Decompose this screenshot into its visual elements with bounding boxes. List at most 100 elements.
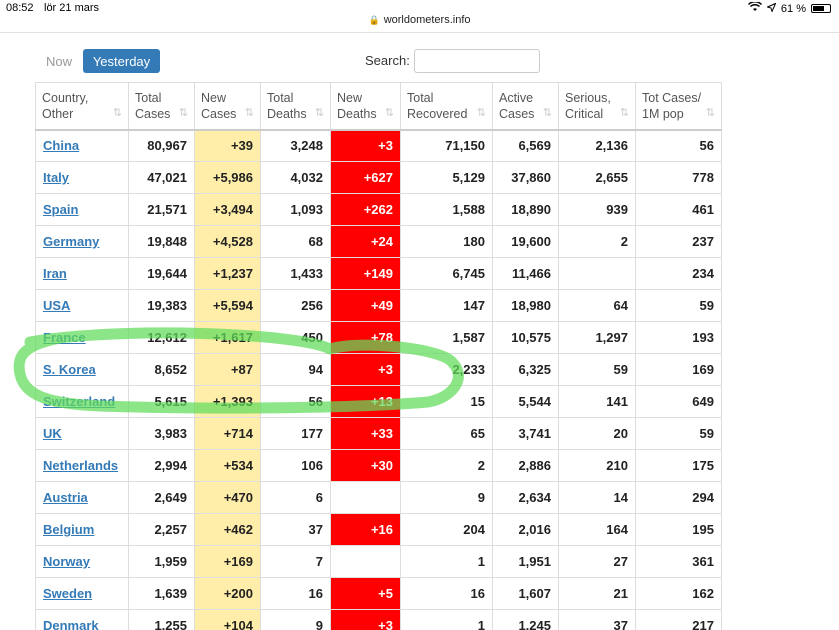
country-cell: France [35,321,129,354]
now-button[interactable]: Now [45,53,72,69]
country-cell: UK [35,417,129,450]
header-label: Total [267,90,294,105]
sort-icon[interactable]: ⇅ [705,106,715,119]
active-cases-cell: 2,016 [492,513,559,546]
country-link[interactable]: France [43,330,86,345]
country-link[interactable]: USA [43,298,71,313]
serious-critical-cell: 37 [558,609,636,630]
cases-per-million-cell: 294 [635,481,722,514]
country-link[interactable]: Belgium [43,522,95,537]
new-cases-cell: +534 [194,449,261,482]
sort-icon[interactable]: ⇅ [476,106,486,119]
total-cases-cell: 2,994 [128,449,195,482]
country-cell: Netherlands [35,449,129,482]
new-deaths-cell: +13 [330,385,401,418]
table-row: USA 19,383 +5,594 256 +49 147 18,980 64 59 [35,289,722,322]
total-deaths-cell: 6 [260,481,331,514]
total-recovered-cell: 147 [400,289,493,322]
search-input[interactable] [414,49,540,73]
table-row: Denmark 1,255 +104 9 +3 1 1,245 37 217 [35,609,722,630]
new-deaths-cell: +627 [330,161,401,194]
cases-per-million-cell: 361 [635,545,722,578]
table-row: France 12,612 +1,617 450 +78 1,587 10,575 1,297… [35,321,722,354]
cases-per-million-cell: 59 [635,417,722,450]
new-deaths-cell: +30 [330,449,401,482]
serious-critical-cell: 164 [558,513,636,546]
header-label: Cases [499,106,535,121]
header-total-recovered[interactable]: Total Recovered ⇅ [400,82,493,130]
country-link[interactable]: Germany [43,234,100,249]
total-recovered-cell: 1,587 [400,321,493,354]
total-recovered-cell: 1,588 [400,193,493,226]
country-link[interactable]: Netherlands [43,458,119,473]
country-cell: Switzerland [35,385,129,418]
country-cell: Germany [35,225,129,258]
header-new-cases[interactable]: New Cases ⇅ [194,82,261,130]
header-serious-critical[interactable]: Serious, Critical ⇅ [558,82,636,130]
status-date: lör 21 mars [44,2,100,14]
total-recovered-cell: 65 [400,417,493,450]
active-cases-cell: 5,544 [492,385,559,418]
sort-icon[interactable]: ⇅ [314,106,324,119]
country-link[interactable]: Spain [43,202,79,217]
active-cases-cell: 10,575 [492,321,559,354]
yesterday-button[interactable]: Yesterday [83,49,160,73]
header-label: Cases [135,106,171,121]
cases-per-million-cell: 59 [635,289,722,322]
header-cases-per-million[interactable]: Tot Cases/1M pop ⇅ [635,82,722,130]
country-link[interactable]: Sweden [43,586,93,601]
new-cases-cell: +39 [194,128,261,162]
total-cases-cell: 47,021 [128,161,195,194]
country-link[interactable]: Switzerland [43,394,116,409]
active-cases-cell: 1,607 [492,577,559,610]
coronavirus-table: Country, Other ⇅ Total Cases ⇅ New Cases ⇅ Total D… [35,82,722,630]
active-cases-cell: 19,600 [492,225,559,258]
total-deaths-cell: 1,093 [260,193,331,226]
total-cases-cell: 12,612 [128,321,195,354]
toolbar-divider [0,32,839,33]
header-active-cases[interactable]: Active Cases ⇅ [492,82,559,130]
sort-icon[interactable]: ⇅ [244,106,254,119]
sort-icon[interactable]: ⇅ [384,106,394,119]
serious-critical-cell: 210 [558,449,636,482]
table-row: Germany 19,848 +4,528 68 +24 180 19,600 2 237 [35,225,722,258]
cases-per-million-cell: 169 [635,353,722,386]
sort-icon[interactable]: ⇅ [542,106,552,119]
total-cases-cell: 19,644 [128,257,195,290]
search-label: Search: [365,53,410,68]
country-link[interactable]: Norway [43,554,90,569]
new-deaths-cell: +16 [330,513,401,546]
header-new-deaths[interactable]: New Deaths ⇅ [330,82,401,130]
address-bar[interactable]: 🔒 worldometers.info [0,14,839,32]
serious-critical-cell: 59 [558,353,636,386]
total-cases-cell: 8,652 [128,353,195,386]
sort-icon[interactable]: ⇅ [112,106,122,119]
country-link[interactable]: Italy [43,170,70,185]
total-deaths-cell: 3,248 [260,128,331,162]
country-link[interactable]: Denmark [43,618,99,630]
total-recovered-cell: 15 [400,385,493,418]
sort-icon[interactable]: ⇅ [178,106,188,119]
country-cell: S. Korea [35,353,129,386]
country-link[interactable]: Iran [43,266,67,281]
new-deaths-cell: +49 [330,289,401,322]
country-link[interactable]: Austria [43,490,88,505]
cases-per-million-cell: 56 [635,128,722,162]
country-link[interactable]: UK [43,426,62,441]
sort-icon[interactable]: ⇅ [619,106,629,119]
cases-per-million-cell: 461 [635,193,722,226]
header-country[interactable]: Country, Other ⇅ [35,82,129,130]
country-link[interactable]: S. Korea [43,362,96,377]
serious-critical-cell: 27 [558,545,636,578]
active-cases-cell: 6,569 [492,128,559,162]
new-deaths-cell: +33 [330,417,401,450]
country-link[interactable]: China [43,138,80,154]
new-deaths-cell: +78 [330,321,401,354]
total-cases-cell: 2,257 [128,513,195,546]
total-recovered-cell: 2 [400,449,493,482]
header-total-deaths[interactable]: Total Deaths ⇅ [260,82,331,130]
total-deaths-cell: 56 [260,385,331,418]
header-total-cases[interactable]: Total Cases ⇅ [128,82,195,130]
serious-critical-cell: 939 [558,193,636,226]
country-cell: Denmark [35,609,129,630]
